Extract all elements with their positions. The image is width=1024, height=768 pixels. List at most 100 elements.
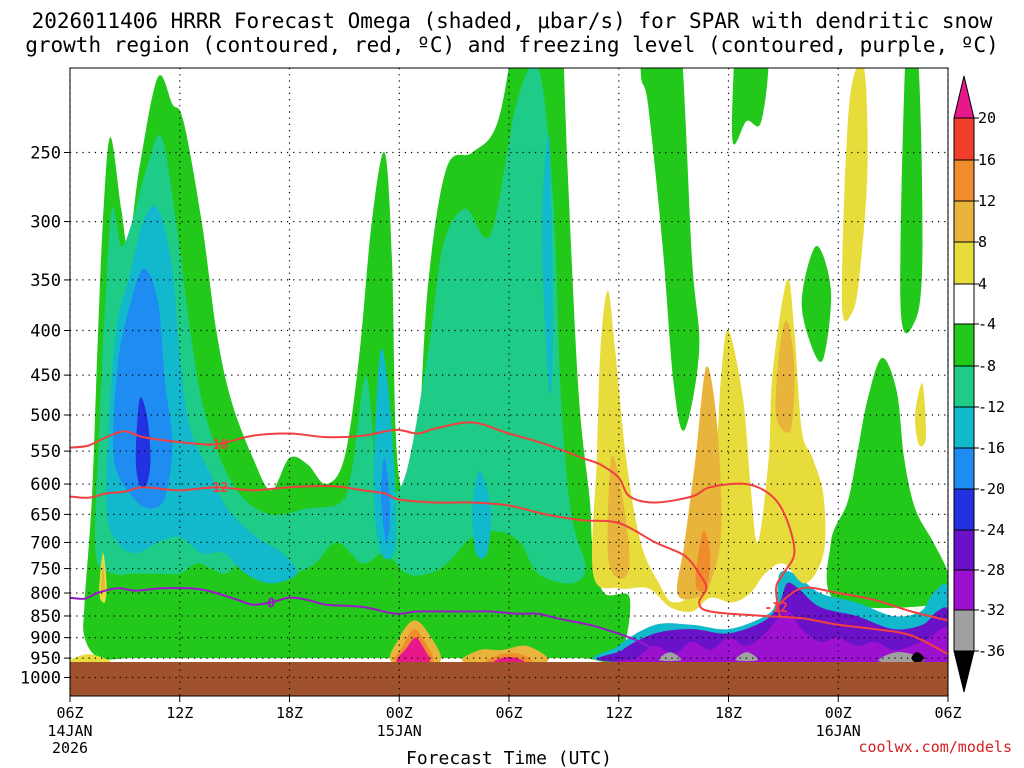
colorbar-swatch: [953, 488, 975, 531]
y-axis: 2503003504004505005506006507007508008509…: [20, 144, 70, 689]
y-tick-label: 850: [30, 607, 61, 627]
contour-label: -12: [764, 601, 787, 616]
colorbar-cap-bottom: [953, 650, 975, 693]
x-year-label: 2026: [52, 739, 88, 757]
y-tick-label: 300: [30, 213, 61, 233]
colorbar-swatch: [953, 529, 975, 571]
omega-region: [826, 357, 948, 609]
omega-region: [640, 68, 700, 431]
contour-lines: -18 -12 -12 0: [70, 421, 948, 655]
colorbar-swatch: [953, 159, 975, 202]
omega-shading: [70, 68, 948, 669]
colorbar-label: -28: [978, 561, 1005, 579]
colorbar-label: 4: [978, 275, 987, 293]
omega-region: [732, 68, 769, 145]
x-tick-label: 00Z: [386, 704, 413, 722]
colorbar-label: 16: [978, 151, 996, 169]
colorbar-label: -32: [978, 601, 1005, 619]
y-tick-label: 950: [30, 649, 61, 669]
y-tick-label: 600: [30, 475, 61, 495]
omega-region: [607, 456, 630, 579]
colorbar-cap-top: [953, 75, 975, 119]
colorbar-label: 20: [978, 109, 996, 127]
omega-region: [101, 563, 105, 592]
omega-region: [380, 457, 391, 543]
y-tick-label: 550: [30, 442, 61, 462]
colorbar-label: -20: [978, 480, 1005, 498]
omega-region: [135, 397, 151, 488]
colorbar-label: -4: [978, 315, 996, 333]
omega-region: [775, 320, 795, 433]
colorbar-label: -16: [978, 439, 1005, 457]
contour-label: 0: [267, 596, 275, 611]
x-tick-label: 12Z: [605, 704, 632, 722]
y-tick-label: 1000: [20, 669, 61, 689]
omega-region: [911, 652, 925, 663]
omega-region: [472, 471, 492, 559]
colorbar-swatch: [953, 241, 975, 285]
colorbar-swatch: [953, 569, 975, 611]
x-tick-label: 18Z: [715, 704, 742, 722]
omega-region: [396, 637, 431, 664]
omega-region: [613, 611, 948, 665]
colorbar-label: -36: [978, 642, 1005, 660]
gridlines: [69, 68, 949, 696]
colorbar-swatch: [953, 609, 975, 652]
x-tick-label: 06Z: [934, 704, 961, 722]
omega-region: [658, 652, 682, 662]
dendritic-isotherm-line: [70, 484, 948, 655]
y-tick-label: 750: [30, 560, 61, 580]
y-tick-label: 350: [30, 271, 61, 291]
colorbar-swatch: [953, 200, 975, 243]
omega-region: [900, 68, 923, 334]
dendritic-isotherm-line: [775, 586, 948, 622]
omega-region: [597, 582, 948, 667]
credit-text: coolwx.com/models: [858, 738, 1012, 756]
x-date-label: 16JAN: [816, 722, 861, 740]
colorbar-label: -12: [978, 398, 1005, 416]
omega-region: [801, 245, 832, 363]
omega-region: [541, 134, 553, 396]
chart-title-line-1: 2026011406 HRRR Forecast Omega (shaded, …: [32, 9, 993, 33]
x-tick-label: 18Z: [276, 704, 303, 722]
omega-region: [735, 652, 759, 662]
y-tick-label: 450: [30, 366, 61, 386]
y-tick-label: 250: [30, 144, 61, 164]
omega-region: [676, 366, 722, 600]
x-axis-title: Forecast Time (UTC): [406, 748, 612, 768]
colorbar-swatch: [953, 406, 975, 449]
colorbar-swatch: [953, 365, 975, 408]
omega-region: [591, 278, 826, 612]
omega-region: [113, 268, 173, 509]
colorbar-label: -24: [978, 521, 1005, 539]
x-tick-label: 00Z: [825, 704, 852, 722]
x-tick-label: 06Z: [495, 704, 522, 722]
ground-surface: [70, 662, 948, 696]
colorbar-label: -8: [978, 357, 996, 375]
colorbar-swatch: [953, 283, 975, 325]
omega-region: [695, 530, 711, 592]
omega-region: [841, 68, 868, 321]
colorbar-swatch: [953, 117, 975, 161]
x-tick-label: 12Z: [166, 704, 193, 722]
omega-region: [70, 654, 111, 664]
contour-label: -12: [205, 481, 228, 496]
colorbar-swatch: [953, 447, 975, 490]
colorbar: 20 16 12 8 4 -4 -8 -12 -16 -20 -24 -28 -32 -36: [953, 75, 1005, 693]
y-tick-label: 700: [30, 533, 61, 553]
y-tick-label: 500: [30, 406, 61, 426]
freezing-level-line: [70, 587, 656, 651]
x-tick-label: 06Z: [56, 704, 83, 722]
y-tick-label: 800: [30, 584, 61, 604]
y-tick-label: 900: [30, 629, 61, 649]
y-tick-label: 400: [30, 322, 61, 342]
x-date-label: 14JAN: [47, 722, 92, 740]
omega-region: [94, 68, 586, 584]
omega-region: [373, 348, 397, 560]
x-date-label: 15JAN: [377, 722, 422, 740]
colorbar-label: 8: [978, 233, 987, 251]
colorbar-label: 12: [978, 192, 996, 210]
